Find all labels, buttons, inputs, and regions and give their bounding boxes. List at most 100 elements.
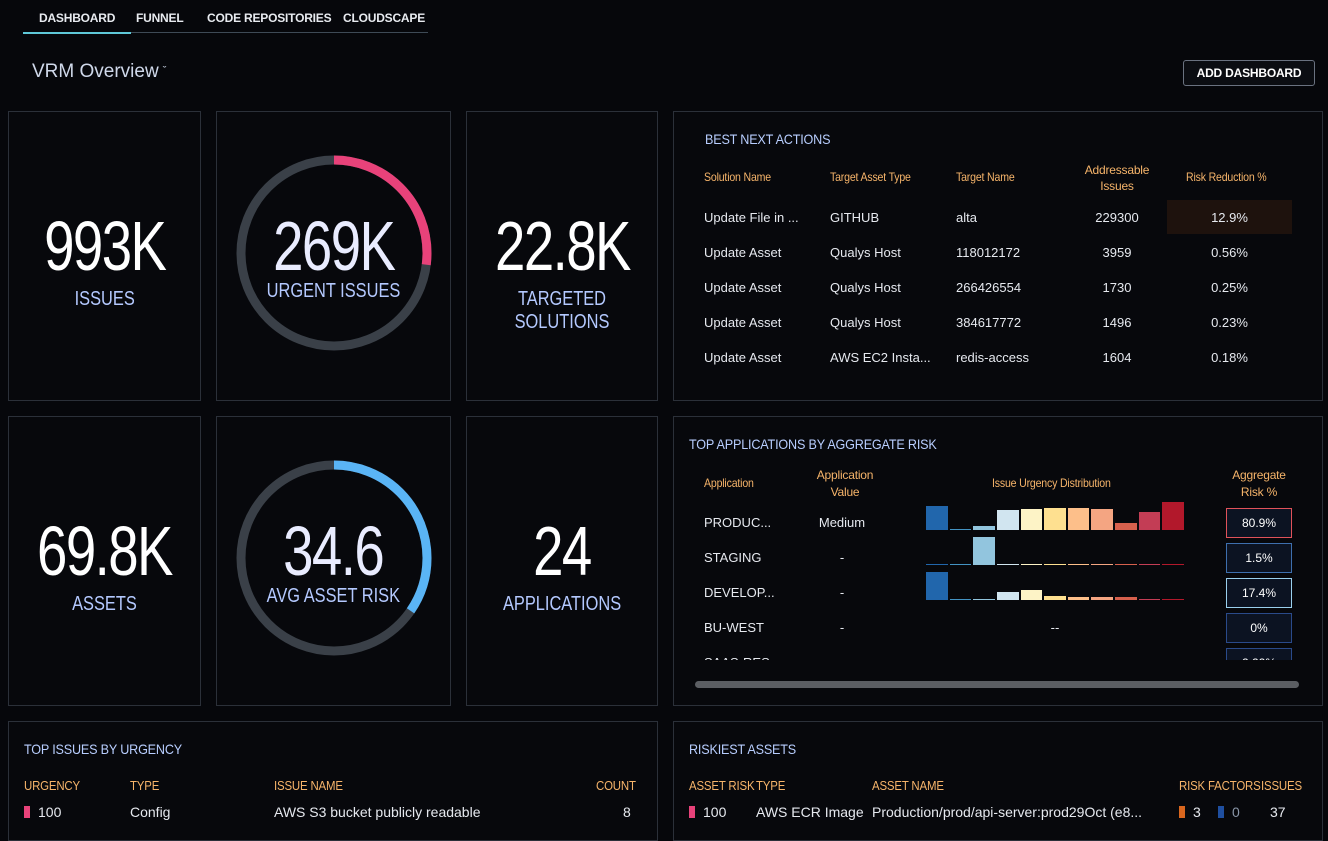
distribution-bar [1020, 509, 1043, 530]
urgency-marker [24, 806, 30, 818]
application-value: - [810, 655, 874, 660]
distribution-bar [1067, 563, 1090, 565]
col-risk-reduction[interactable]: Risk Reduction % [1186, 170, 1267, 184]
urgent-issues-label: URGENT ISSUES [266, 280, 401, 302]
distribution-bar [1044, 595, 1066, 600]
distribution-bar [949, 563, 972, 565]
tab-code-repositories[interactable]: CODE REPOSITORIES [207, 11, 332, 25]
top-issues-title: TOP ISSUES BY URGENCY [24, 741, 182, 757]
aggregate-risk-badge: 1.5% [1226, 543, 1292, 573]
distribution-bar [1091, 563, 1114, 565]
col-application[interactable]: Application [704, 476, 754, 490]
distribution-bar [1020, 563, 1043, 565]
applications-card[interactable]: 24 APPLICATIONS [466, 416, 658, 706]
distribution-bar [926, 506, 948, 530]
addressable-issues: 229300 [1095, 210, 1139, 225]
application-value: - [839, 585, 845, 600]
urgency-distribution-chart[interactable] [925, 571, 1185, 600]
distribution-bar [1162, 563, 1184, 565]
distribution-bar [949, 598, 972, 600]
assets-value: 69.8K [37, 512, 173, 590]
riskiest-assets-title: RISKIEST ASSETS [689, 741, 797, 757]
riskiest-assets-card: RISKIEST ASSETS ASSET RISK TYPE ASSET NA… [673, 721, 1323, 841]
issues-card[interactable]: 993K ISSUES [8, 111, 201, 401]
solution-name: Update Asset [704, 350, 782, 365]
tab-dashboard[interactable]: DASHBOARD [22, 11, 132, 34]
col-type[interactable]: TYPE [130, 778, 160, 793]
col-solution-name[interactable]: Solution Name [704, 170, 771, 184]
distribution-bar [1138, 598, 1161, 600]
col-urgency[interactable]: URGENCY [24, 778, 80, 793]
col-count[interactable]: COUNT [596, 778, 636, 793]
applications-value: 24 [533, 512, 592, 590]
asset-risk-value: 100 [703, 804, 727, 820]
col-issue-urgency-distribution[interactable]: Issue Urgency Distribution [992, 476, 1111, 490]
distribution-bar [926, 563, 948, 565]
col-application-value[interactable]: Application Value [816, 468, 874, 499]
risk-factor-b-marker [1218, 806, 1224, 818]
risk-reduction: 0.56% [1211, 245, 1248, 260]
application-name: DEVELOP... [704, 585, 775, 600]
tab-bar: DASHBOARD FUNNEL CODE REPOSITORIES CLOUD… [22, 6, 428, 34]
col-issues[interactable]: ISSUES [1261, 778, 1302, 793]
col-asset-name[interactable]: ASSET NAME [872, 778, 944, 793]
risk-reduction: 0.18% [1211, 350, 1248, 365]
distribution-bar [926, 572, 948, 600]
urgent-issues-card[interactable]: 269K URGENT ISSUES [216, 111, 451, 401]
risk-factor-a-value: 3 [1193, 804, 1201, 820]
assets-card[interactable]: 69.8K ASSETS [8, 416, 201, 706]
col-aggregate-risk[interactable]: Aggregate Risk % [1232, 468, 1286, 499]
page-title: VRM Overview [32, 61, 159, 82]
best-next-actions-card: BEST NEXT ACTIONS Solution Name Target A… [673, 111, 1323, 401]
distribution-empty: -- [1050, 620, 1060, 635]
solution-name: Update Asset [704, 315, 782, 330]
targeted-solutions-card[interactable]: 22.8K TARGETED SOLUTIONS [466, 111, 658, 401]
avg-asset-risk-label: AVG ASSET RISK [266, 585, 401, 607]
urgency-distribution-chart[interactable] [925, 501, 1185, 530]
urgency-distribution-chart[interactable] [925, 536, 1185, 565]
top-applications-card: TOP APPLICATIONS BY AGGREGATE RISK Appli… [673, 416, 1323, 706]
col-addressable-issues[interactable]: Addressable Issues [1084, 163, 1150, 193]
tab-funnel[interactable]: FUNNEL [136, 11, 184, 25]
distribution-bar [1162, 502, 1184, 530]
distribution-bar [1138, 511, 1161, 530]
top-applications-title: TOP APPLICATIONS BY AGGREGATE RISK [689, 436, 937, 452]
asset-type: AWS ECR Image [756, 804, 864, 820]
assets-label: ASSETS [72, 593, 137, 615]
dashboard-selector[interactable]: VRM Overview ˇ [32, 61, 166, 83]
asset-risk-marker [689, 806, 695, 818]
urgency-value: 100 [38, 804, 62, 820]
distribution-bar [1091, 597, 1114, 600]
distribution-bar [996, 563, 1019, 565]
risk-factor-b-value: 0 [1232, 804, 1240, 820]
distribution-bar [1138, 563, 1161, 565]
issues-label: ISSUES [74, 288, 135, 310]
col-issue-name[interactable]: ISSUE NAME [274, 778, 343, 793]
col-target-name[interactable]: Target Name [956, 170, 1015, 184]
distribution-bar [996, 510, 1019, 530]
distribution-bar [1115, 563, 1137, 565]
distribution-bar [1162, 598, 1184, 600]
avg-asset-risk-card[interactable]: 34.6 AVG ASSET RISK [216, 416, 451, 706]
chevron-down-icon: ˇ [162, 65, 167, 77]
application-value: - [839, 550, 845, 565]
target-name: redis-access [956, 350, 1029, 365]
horizontal-scrollbar[interactable] [695, 681, 1299, 688]
application-name: PRODUC... [704, 515, 772, 530]
col-asset-type[interactable]: TYPE [756, 778, 786, 793]
aggregate-risk-badge: 0% [1226, 613, 1292, 643]
issue-name: AWS S3 bucket publicly readable [274, 804, 481, 820]
highlight-cell [1167, 200, 1292, 234]
col-target-asset-type[interactable]: Target Asset Type [830, 170, 911, 184]
distribution-bar [973, 537, 995, 565]
target-asset-type: Qualys Host [830, 315, 901, 330]
solution-name: Update Asset [704, 280, 782, 295]
col-risk-factors[interactable]: RISK FACTORS [1179, 778, 1261, 793]
distribution-bar [1115, 523, 1137, 530]
add-dashboard-button[interactable]: ADD DASHBOARD [1183, 60, 1315, 86]
target-name: 118012172 [956, 245, 1021, 260]
application-value: Medium [818, 515, 866, 530]
distribution-bar [1091, 509, 1114, 530]
col-asset-risk[interactable]: ASSET RISK [689, 778, 755, 793]
tab-cloudscape[interactable]: CLOUDSCAPE [343, 11, 426, 25]
